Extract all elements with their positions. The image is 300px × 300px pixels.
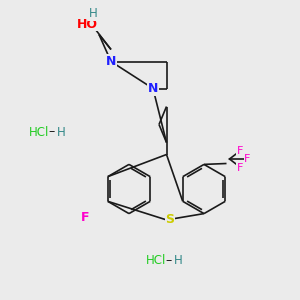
Text: F: F <box>244 154 251 164</box>
Text: –: – <box>49 125 55 139</box>
Text: H: H <box>88 7 98 20</box>
Text: HCl: HCl <box>146 254 166 268</box>
Text: H: H <box>174 254 183 268</box>
Text: HO: HO <box>76 17 98 31</box>
Text: S: S <box>166 213 175 226</box>
Text: F: F <box>237 163 243 173</box>
Text: N: N <box>148 82 158 95</box>
Text: F: F <box>81 211 90 224</box>
Text: H: H <box>57 125 66 139</box>
Text: HCl: HCl <box>29 125 49 139</box>
Text: N: N <box>106 55 116 68</box>
Text: F: F <box>237 146 243 157</box>
Text: –: – <box>166 254 172 268</box>
